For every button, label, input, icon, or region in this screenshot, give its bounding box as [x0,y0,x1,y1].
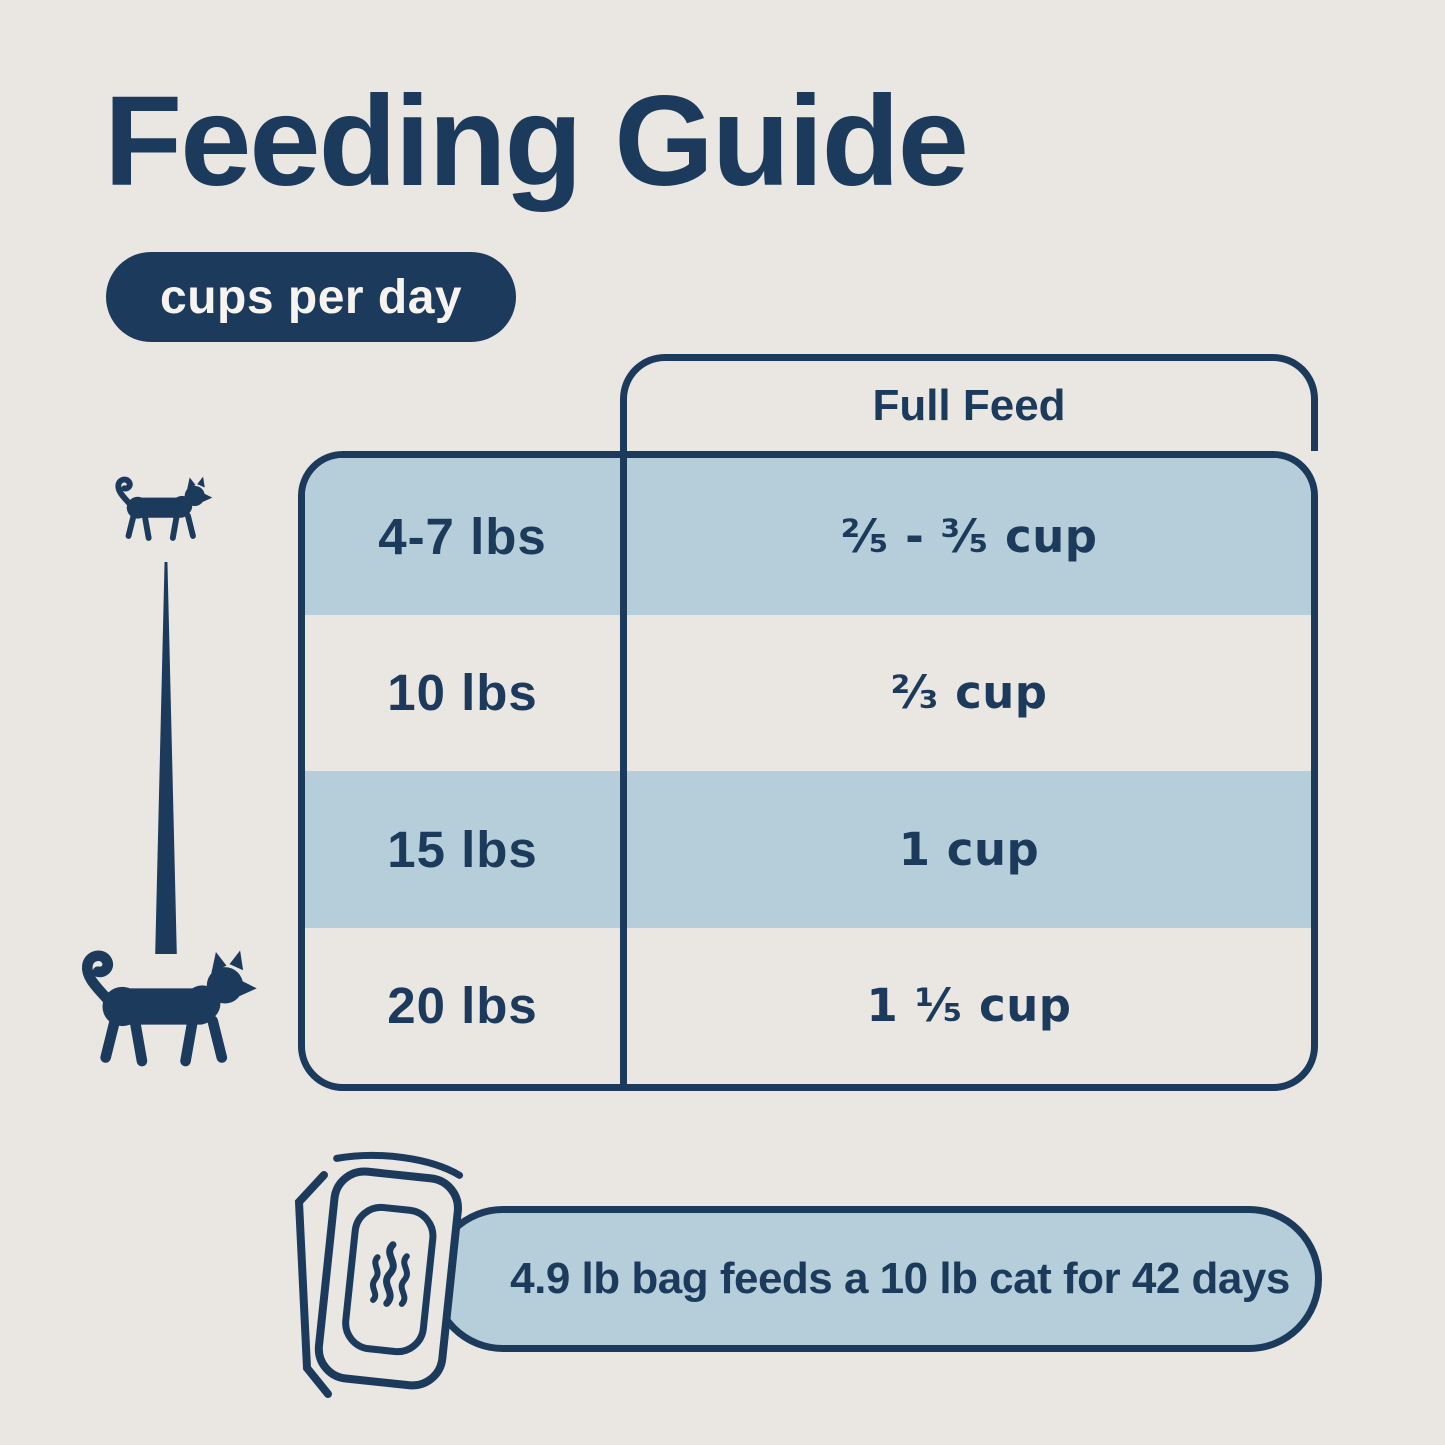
weight-cell-label: 4-7 lbs [378,507,547,565]
table-row: 4-7 lbs ²⁄₅ - ³⁄₅ cup [305,458,1311,615]
feeding-table: 4-7 lbs ²⁄₅ - ³⁄₅ cup 10 lbs ²⁄₃ cup 15 … [298,451,1318,1091]
column-header-full-feed: Full Feed [620,354,1318,451]
steam-icon [369,1241,410,1307]
cat-large-icon [72,946,260,1070]
amount-cell: ²⁄₃ cup [627,615,1311,772]
amount-cell: 1 cup [627,771,1311,928]
weight-cell: 20 lbs [305,928,620,1085]
amount-cell: 1 ¹⁄₅ cup [627,928,1311,1085]
scale-pointer-icon [155,562,177,954]
amount-cell-label: 1 ¹⁄₅ cup [866,979,1072,1033]
table-row: 15 lbs 1 cup [305,771,1311,928]
column-divider [620,927,627,1084]
weight-cell-label: 10 lbs [387,664,538,722]
column-header-label: Full Feed [872,381,1066,430]
column-divider [620,771,627,928]
units-badge-label: cups per day [160,270,463,324]
bag-note-label: 4.9 lb bag feeds a 10 lb cat for 42 days [510,1254,1290,1303]
cat-small-icon [115,476,213,541]
table-row: 10 lbs ²⁄₃ cup [305,614,1311,772]
amount-cell: ²⁄₅ - ³⁄₅ cup [627,458,1311,615]
table-rows: 4-7 lbs ²⁄₅ - ³⁄₅ cup 10 lbs ²⁄₃ cup 15 … [305,458,1311,1084]
units-badge: cups per day [106,252,517,342]
food-bag-icon [294,1151,464,1398]
weight-cell: 15 lbs [305,771,620,928]
amount-cell-label: 1 cup [898,822,1040,876]
amount-cell-label: ²⁄₅ - ³⁄₅ cup [840,509,1098,563]
weight-cell: 4-7 lbs [305,458,620,615]
page-title: Feeding Guide [104,70,969,213]
column-divider [620,614,627,771]
weight-cell: 10 lbs [305,615,620,772]
table-row: 20 lbs 1 ¹⁄₅ cup [305,927,1311,1085]
weight-cell-label: 15 lbs [387,820,538,878]
column-divider [620,458,627,615]
bag-note-banner: 4.9 lb bag feeds a 10 lb cat for 42 days [430,1206,1322,1352]
amount-cell-label: ²⁄₃ cup [890,666,1048,720]
weight-cell-label: 20 lbs [387,977,538,1035]
